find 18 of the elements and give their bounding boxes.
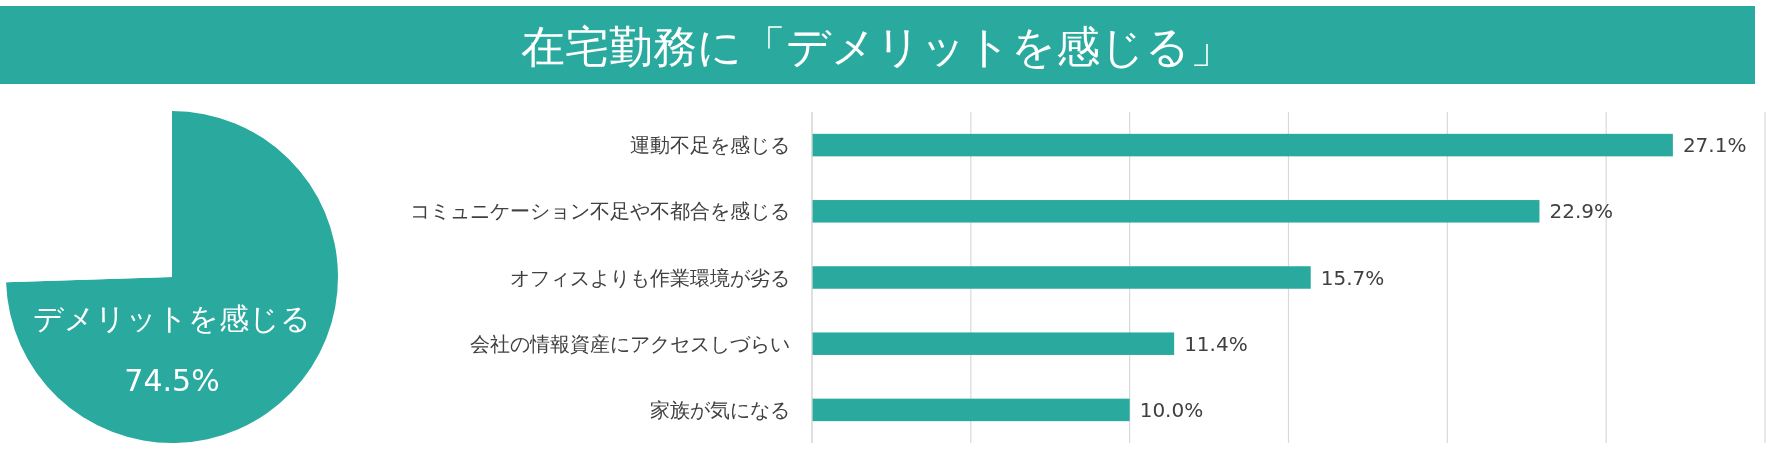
bar bbox=[812, 266, 1311, 289]
data-label: 22.9% bbox=[1549, 199, 1613, 224]
bar bbox=[812, 200, 1540, 223]
slice-label: デメリットを感じる bbox=[33, 300, 311, 336]
bar bbox=[812, 133, 1673, 157]
data-label: 10.0% bbox=[1139, 397, 1204, 422]
bar bbox=[812, 398, 1130, 422]
data-label: 27.1% bbox=[1682, 133, 1747, 158]
chart-title: 在宅勤務に「デメリットを感じる」 bbox=[520, 21, 1234, 72]
data-label: 15.7% bbox=[1320, 265, 1385, 290]
data-label: 74.5% bbox=[124, 362, 220, 398]
data-label: 11.4% bbox=[1184, 331, 1248, 356]
y-tick-label: 運動不足を感じる bbox=[630, 133, 790, 158]
y-tick-label: 家族が気になる bbox=[650, 397, 790, 422]
y-tick-label: コミュニケーション不足や不都合を感じる bbox=[410, 199, 790, 224]
y-tick-label: 会社の情報資産にアクセスしづらい bbox=[470, 331, 790, 356]
bar bbox=[812, 332, 1175, 355]
y-tick-label: オフィスよりも作業環境が劣る bbox=[510, 265, 790, 290]
